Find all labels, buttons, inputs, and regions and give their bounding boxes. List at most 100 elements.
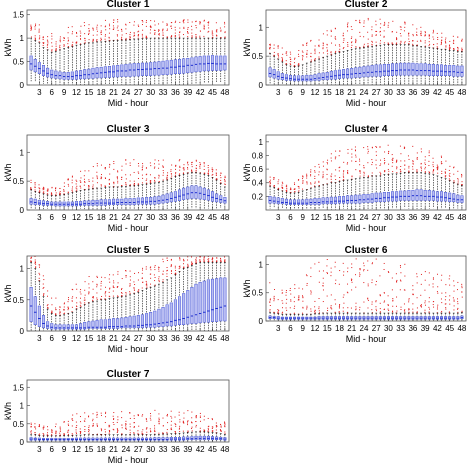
outlier-point [92,296,94,298]
outlier-point [80,38,82,40]
outlier-point [220,430,222,432]
outlier-point [396,31,398,33]
outlier-point [384,300,386,302]
outlier-point [208,21,210,23]
outlier-point [72,191,74,193]
outlier-point [359,170,361,172]
outlier-point [96,424,98,426]
box-iqr [54,324,58,330]
outlier-point [109,28,111,30]
outlier-point [310,291,312,293]
outlier-point [347,152,349,154]
outlier-point [293,65,295,67]
outlier-point [96,284,98,286]
outlier-point [79,304,81,306]
outlier-point [166,270,168,272]
outlier-point [120,28,122,30]
outlier-point [273,312,275,314]
outlier-point [342,296,344,298]
outlier-point [224,259,226,261]
outlier-point [71,306,73,308]
outlier-point [310,182,312,184]
outlier-point [141,277,143,279]
outlier-point [302,45,304,47]
outlier-point [162,165,164,167]
outlier-point [396,280,398,282]
x-axis-label: Mid - hour [346,98,387,108]
x-tick-label: 45 [445,213,454,222]
outlier-point [408,158,410,160]
outlier-point [46,305,48,307]
outlier-point [142,177,144,179]
y-tick-label: 0 [20,438,25,447]
outlier-point [444,172,446,174]
box-iqr [128,316,132,329]
outlier-point [109,39,111,41]
outlier-point [424,162,426,164]
box-iqr [370,193,374,203]
outlier-point [301,55,303,57]
outlier-point [412,43,414,45]
outlier-point [322,285,324,287]
outlier-point [330,153,332,155]
outlier-point [461,181,463,183]
outlier-point [379,294,381,296]
outlier-point [129,432,131,434]
outlier-point [383,30,385,32]
box-iqr [103,199,107,206]
outlier-point [92,413,94,415]
outlier-point [334,158,336,160]
x-tick-label: 12 [311,88,320,97]
outlier-point [117,416,119,418]
outlier-point [318,185,320,187]
outlier-point [387,168,389,170]
outlier-point [39,35,41,37]
outlier-point [100,185,102,187]
outlier-point [343,274,345,276]
outlier-point [51,304,53,306]
outlier-point [67,423,69,425]
outlier-point [347,30,349,32]
outlier-point [293,307,295,309]
outlier-point [55,309,57,311]
outlier-point [117,182,119,184]
outlier-point [162,425,164,427]
outlier-point [199,430,201,432]
x-tick-label: 27 [372,213,381,222]
outlier-point [440,42,442,44]
outlier-point [179,169,181,171]
box-iqr [354,67,358,78]
outlier-point [162,21,164,23]
outlier-point [43,191,45,193]
outlier-point [187,420,189,422]
outlier-point [116,421,118,423]
outlier-point [137,279,139,281]
outlier-point [428,165,430,167]
box-iqr [173,191,177,202]
outlier-point [359,172,361,174]
outlier-point [170,266,172,268]
outlier-point [338,51,340,53]
outlier-point [166,273,168,275]
outlier-point [153,274,155,276]
outlier-point [297,53,299,55]
outlier-point [383,301,385,303]
outlier-point [453,39,455,41]
outlier-point [412,163,414,165]
box-iqr [161,194,165,204]
outlier-point [391,289,393,291]
outlier-point [363,45,365,47]
outlier-point [371,44,373,46]
outlier-point [100,30,102,32]
outlier-point [273,44,275,46]
outlier-point [314,309,316,311]
outlier-point [43,187,45,189]
outlier-point [339,304,341,306]
outlier-point [396,168,398,170]
outlier-point [355,302,357,304]
outlier-point [380,173,382,175]
outlier-point [334,36,336,38]
box-iqr [58,324,62,330]
outlier-point [306,307,308,309]
outlier-point [285,185,287,187]
